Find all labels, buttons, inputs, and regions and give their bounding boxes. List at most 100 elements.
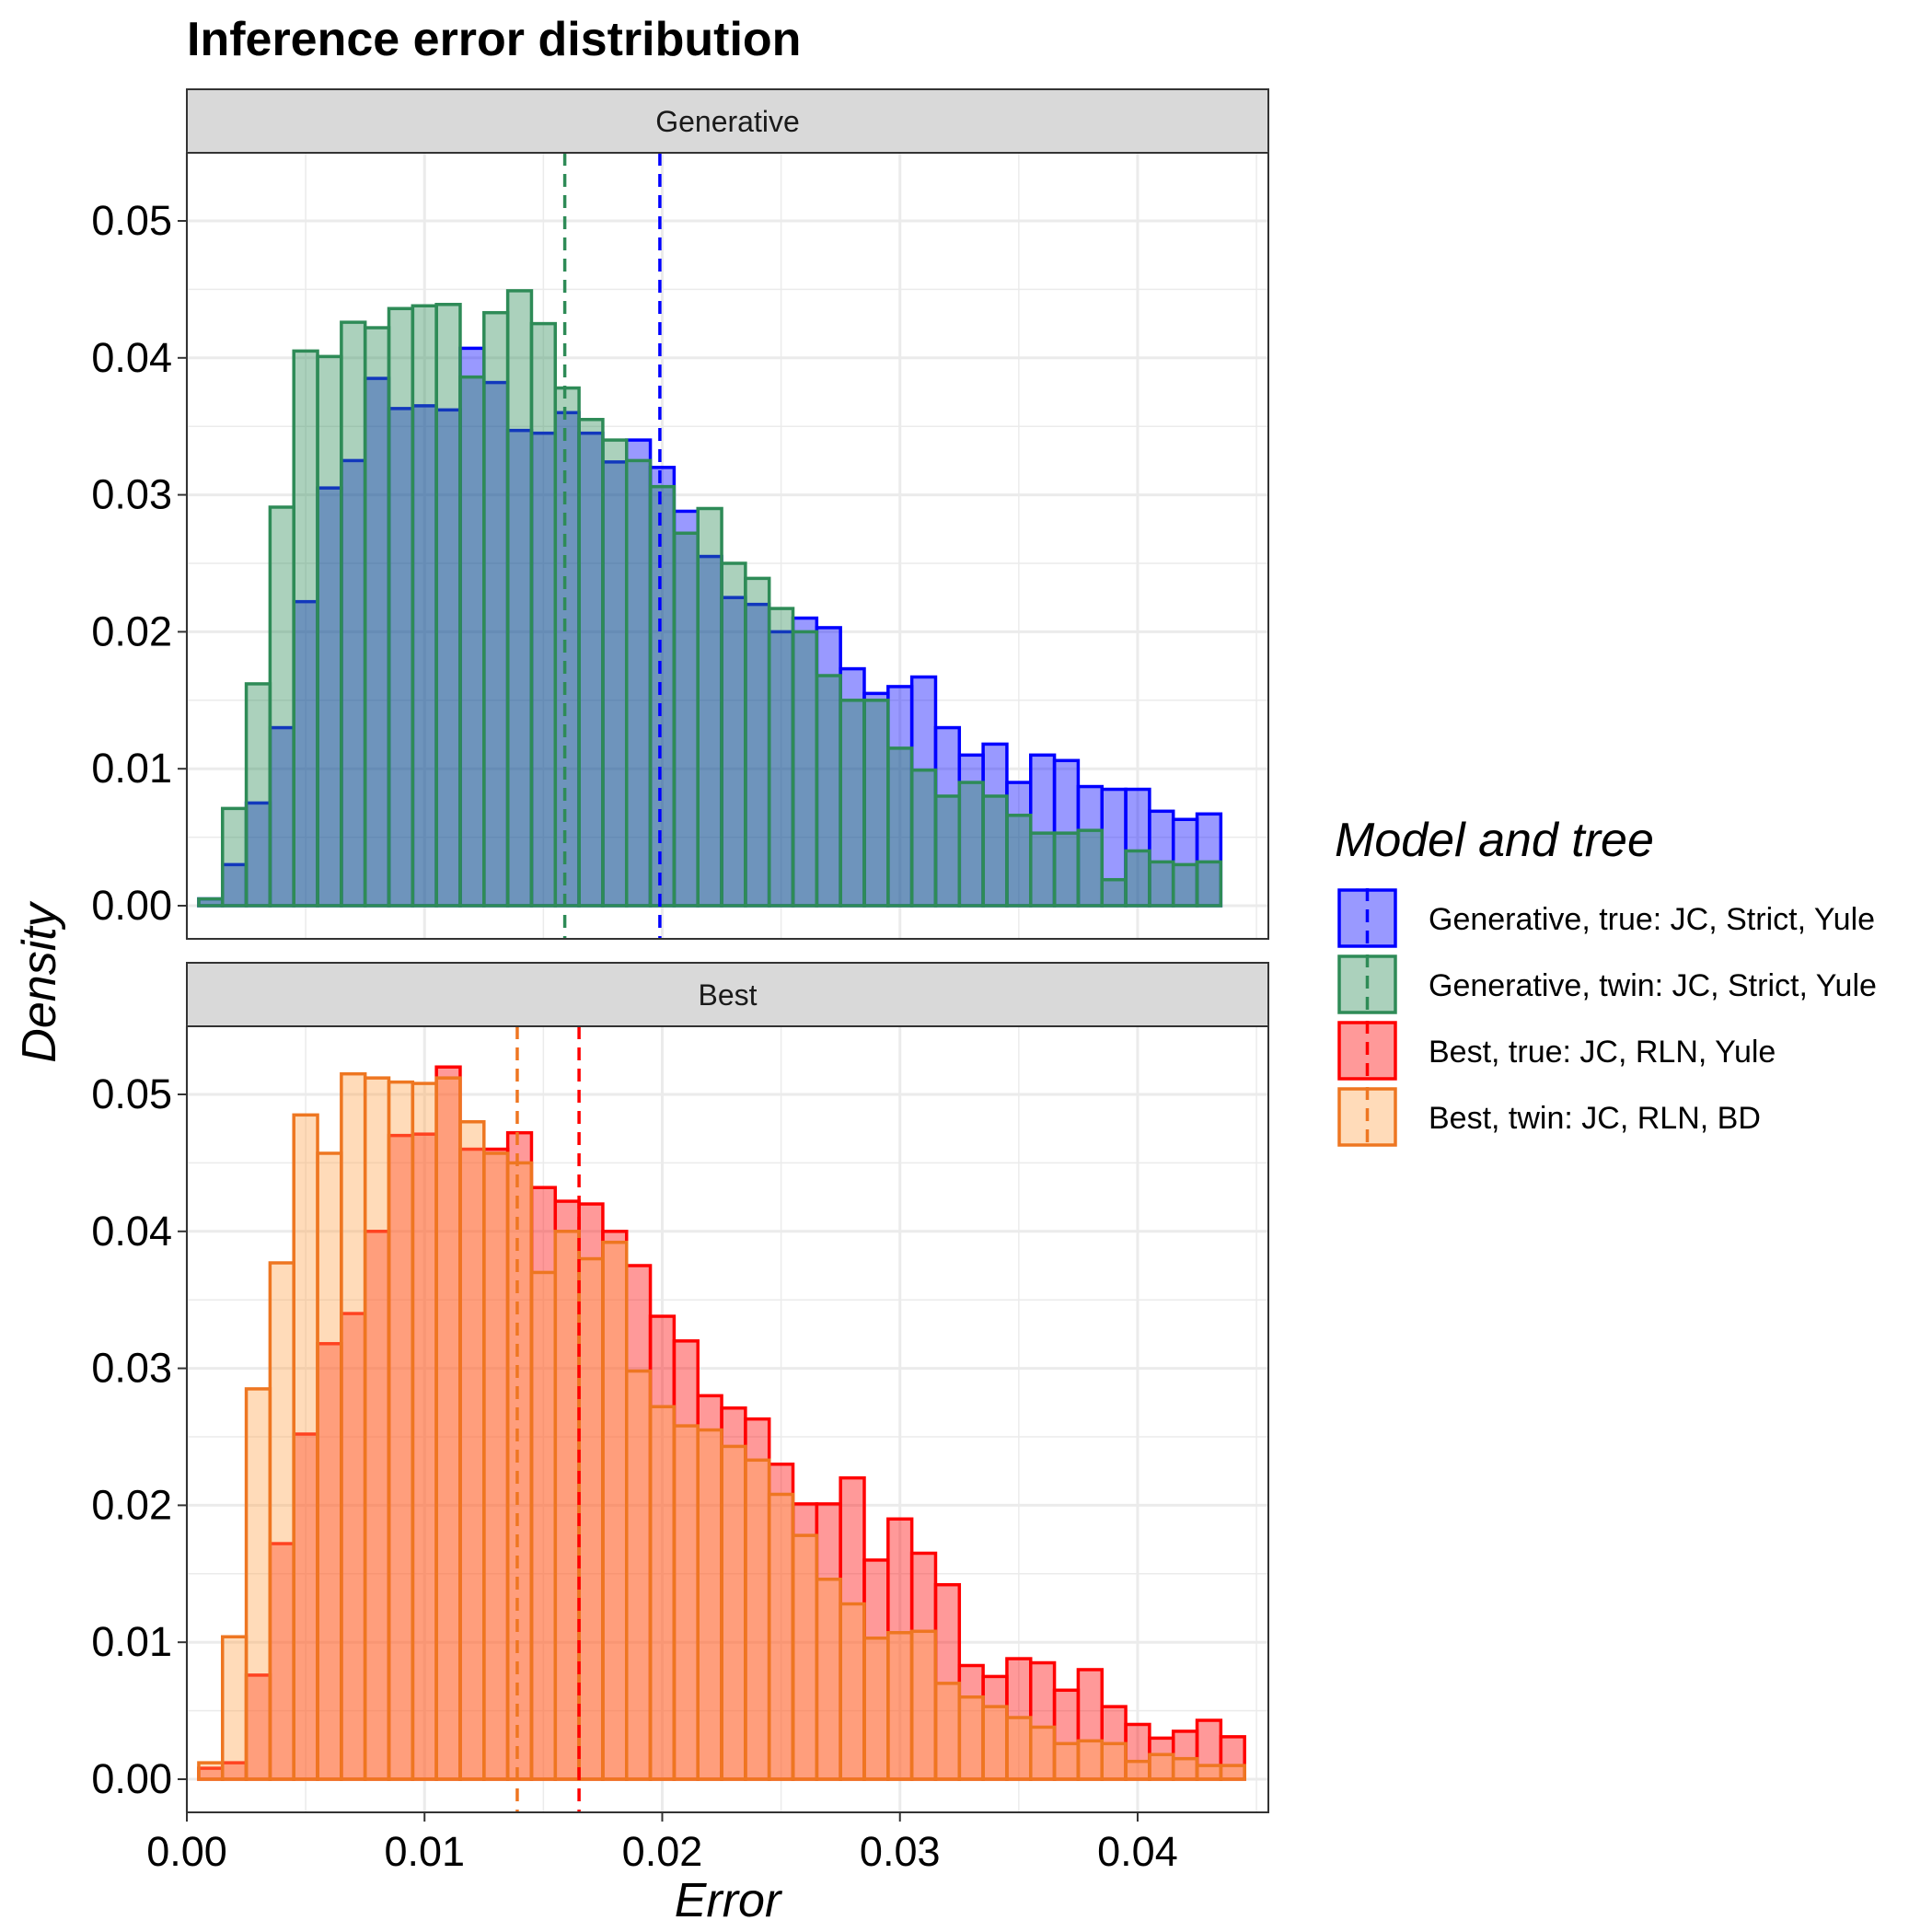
histogram-bar (316, 354, 343, 908)
panel-best: Best 0.00 0.01 0.02 0.03 0.04 0.05 (91, 962, 1269, 1813)
histogram-bar (387, 307, 415, 908)
y-tick-label: 0.01 (91, 1618, 172, 1665)
histogram-bar (909, 1629, 938, 1781)
histogram-bar (340, 320, 367, 908)
histogram-bar (1052, 1741, 1081, 1781)
histogram-bar (387, 1133, 415, 1781)
histogram-bars (197, 1065, 1246, 1781)
strip-background (186, 88, 1269, 154)
panel-border (186, 152, 1269, 940)
histogram-bar (1195, 1764, 1223, 1781)
histogram-bar (220, 1635, 249, 1781)
legend-items: Generative, true: JC, Strict, Yule Genera… (1337, 888, 1877, 1147)
y-tick-label: 0.02 (91, 1481, 172, 1528)
histogram-bar (1171, 1756, 1199, 1781)
histogram-bar (744, 576, 771, 908)
chart-title: Inference error distribution (187, 13, 801, 66)
histogram-bar (1029, 831, 1057, 908)
x-tick-label: 0.03 (860, 1828, 941, 1875)
histogram-bar (244, 1387, 272, 1781)
histogram-bar (957, 781, 985, 908)
histogram-bar (220, 862, 249, 908)
histogram-bar (1124, 1759, 1151, 1781)
histogram-bar (316, 1151, 343, 1781)
histogram-bar (1100, 1741, 1128, 1781)
histogram-bar (815, 674, 842, 908)
legend-label: Generative, twin: JC, Strict, Yule (1429, 968, 1877, 1003)
histogram-bar (1148, 860, 1175, 908)
histogram-bar (886, 1631, 914, 1781)
histogram-bar (220, 806, 249, 908)
histogram-bar (791, 630, 819, 908)
legend-label: Best, twin: JC, RLN, BD (1429, 1101, 1761, 1136)
histogram-bar (648, 1405, 677, 1781)
series-1-bars (197, 1071, 1246, 1781)
histogram-bar (1100, 877, 1128, 908)
legend-item: Generative, twin: JC, Strict, Yule (1337, 954, 1877, 1014)
histogram-bar (624, 1369, 653, 1781)
histogram-bar (767, 607, 795, 908)
y-axis-title: Density (13, 900, 66, 1062)
histogram-bar (411, 304, 438, 908)
histogram-bar (1052, 831, 1081, 908)
x-tick-label: 0.04 (1097, 1828, 1178, 1875)
legend-item: Best, true: JC, RLN, Yule (1337, 1021, 1776, 1081)
y-tick-label: 0.00 (91, 1755, 172, 1802)
histogram-bar (363, 1076, 391, 1781)
histogram-bar (767, 1492, 795, 1781)
histogram-bar (197, 1761, 225, 1781)
histogram-bar (601, 1240, 629, 1781)
y-tick-label: 0.04 (91, 1208, 172, 1255)
panel-background (187, 1026, 1268, 1812)
histogram-bar (1171, 817, 1199, 908)
series-0-bars (197, 1065, 1246, 1781)
histogram-bar (340, 1071, 367, 1781)
y-tick-label: 0.03 (91, 1345, 172, 1392)
y-tick-label: 0.01 (91, 745, 172, 792)
histogram-bar (1005, 1716, 1033, 1781)
histogram-bar (839, 699, 866, 908)
y-axis: 0.00 0.01 0.02 0.03 0.04 0.05 (91, 1070, 187, 1802)
histogram-bar (672, 509, 700, 908)
histogram-bar (411, 1082, 438, 1781)
histogram-bar (292, 1113, 319, 1781)
histogram-bar (292, 349, 319, 908)
x-tick-label: 0.01 (384, 1828, 465, 1875)
legend-item: Generative, true: JC, Strict, Yule (1337, 888, 1875, 948)
strip-label: Best (698, 978, 757, 1012)
histogram-bar (720, 1444, 747, 1781)
histogram-bar (886, 746, 914, 908)
histogram-bar (648, 484, 677, 908)
histogram-bar (1052, 1688, 1081, 1781)
strip-background (186, 962, 1269, 1027)
legend: Model and tree Generative, true: JC, Str… (1335, 814, 1877, 1147)
histogram-bar (482, 310, 510, 908)
histogram-bar (1076, 1739, 1104, 1781)
histogram-bar (458, 375, 486, 908)
histogram-bar (720, 561, 747, 908)
x-tick-label: 0.00 (146, 1828, 227, 1875)
histogram-bar (458, 1120, 486, 1781)
series-0-bars (197, 346, 1223, 908)
histogram-bars (197, 289, 1223, 908)
histogram-bar (553, 386, 581, 908)
histogram-bar (933, 1682, 962, 1781)
histogram-bar (553, 1230, 581, 1781)
y-tick-label: 0.05 (91, 197, 172, 244)
panel-generative: Generative 0.00 0.01 0.02 0.03 0.04 0.05 (91, 88, 1269, 940)
histogram-bar (672, 1424, 700, 1781)
y-axis: 0.00 0.01 0.02 0.03 0.04 0.05 (91, 197, 187, 929)
panel-border (186, 1025, 1269, 1813)
mean-lines (515, 1026, 581, 1812)
histogram-bar (577, 1256, 605, 1781)
histogram-bar (577, 418, 605, 908)
histogram-bar (933, 794, 962, 908)
y-tick-label: 0.03 (91, 471, 172, 518)
legend-label: Best, true: JC, RLN, Yule (1429, 1035, 1776, 1070)
histogram-bar (505, 1130, 534, 1781)
histogram-bar (434, 303, 462, 908)
y-tick-label: 0.04 (91, 334, 172, 381)
histogram-bar (981, 1705, 1009, 1781)
x-axis: 0.00 0.01 0.02 0.03 0.04 (146, 1812, 1178, 1875)
y-tick-label: 0.05 (91, 1070, 172, 1117)
